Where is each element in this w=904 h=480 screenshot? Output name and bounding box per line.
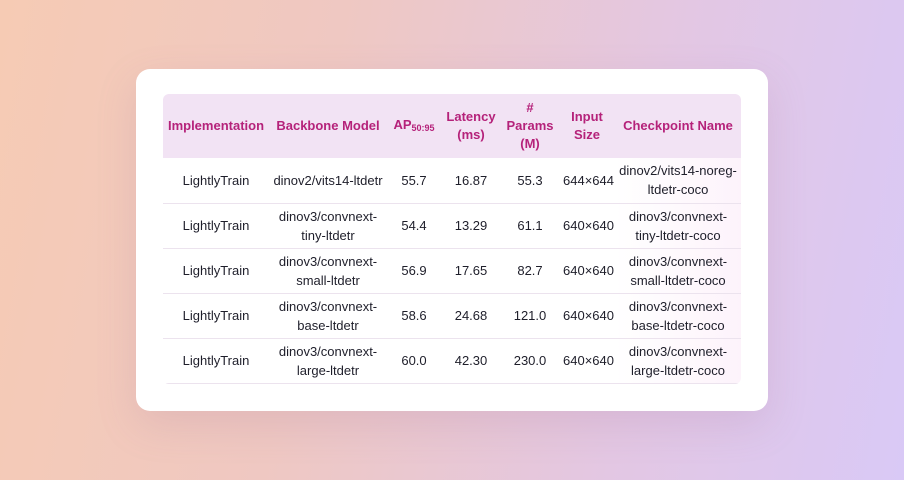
header-input-size: Input Size <box>571 109 603 142</box>
cell-input-size: 644×644 <box>563 172 614 188</box>
cell-params: 61.1 <box>501 202 559 248</box>
table-row: LightlyTrain dinov3/convnext-tiny-ltdetr… <box>163 202 741 248</box>
cell-implementation: LightlyTrain <box>163 337 269 384</box>
cell-backbone: dinov3/convnext-tiny-ltdetr <box>269 202 387 248</box>
cell-implementation: LightlyTrain <box>163 202 269 248</box>
cell-ap: 54.4 <box>387 202 441 248</box>
cell-ap: 55.7 <box>401 172 427 188</box>
cell-params: 121.0 <box>501 292 559 338</box>
header-params: # Params (M) <box>506 100 554 151</box>
table-container: Implementation Backbone Model AP50:95 La… <box>163 94 741 384</box>
table-header: Implementation Backbone Model AP50:95 La… <box>163 94 741 158</box>
cell-checkpoint: dinov3/convnext-large-ltdetr-coco <box>615 337 741 384</box>
cell-backbone: dinov2/vits14-ltdetr <box>273 172 383 188</box>
cell-latency: 16.87 <box>454 172 488 188</box>
cell-ap: 58.6 <box>387 292 441 338</box>
cell-checkpoint: dinov3/convnext-base-ltdetr-coco <box>615 292 741 338</box>
header-ap-subscript: 50:95 <box>411 122 435 133</box>
header-implementation: Implementation <box>167 118 265 133</box>
benchmark-table: Implementation Backbone Model AP50:95 La… <box>163 94 741 384</box>
cell-input-size: 640×640 <box>559 292 615 338</box>
cell-implementation: LightlyTrain <box>182 172 250 188</box>
cell-checkpoint: dinov3/convnext-small-ltdetr-coco <box>615 247 741 293</box>
cell-checkpoint: dinov3/convnext-tiny-ltdetr-coco <box>615 202 741 248</box>
cell-implementation: LightlyTrain <box>163 292 269 338</box>
table-row: LightlyTrain dinov2/vits14-ltdetr 55.7 1… <box>163 158 741 203</box>
cell-checkpoint: dinov2/vits14-noreg-ltdetr-coco <box>615 158 741 203</box>
cell-latency: 13.29 <box>441 202 501 248</box>
cell-params: 55.3 <box>517 172 543 188</box>
cell-input-size: 640×640 <box>559 202 615 248</box>
header-backbone: Backbone Model <box>276 118 380 133</box>
header-row: Implementation Backbone Model AP50:95 La… <box>163 94 741 158</box>
cell-input-size: 640×640 <box>559 247 615 293</box>
cell-backbone: dinov3/convnext-large-ltdetr <box>269 337 387 384</box>
header-ap: AP50:95 <box>387 94 441 158</box>
table-body: LightlyTrain dinov2/vits14-ltdetr 55.7 1… <box>163 158 741 384</box>
cell-ap: 56.9 <box>387 247 441 293</box>
table-row: LightlyTrain dinov3/convnext-small-ltdet… <box>163 247 741 293</box>
table-row: LightlyTrain dinov3/convnext-base-ltdetr… <box>163 292 741 338</box>
cell-backbone: dinov3/convnext-small-ltdetr <box>269 247 387 293</box>
cell-ap: 60.0 <box>387 337 441 384</box>
cell-latency: 42.30 <box>441 337 501 384</box>
cell-latency: 17.65 <box>441 247 501 293</box>
cell-input-size: 640×640 <box>559 337 615 384</box>
cell-implementation: LightlyTrain <box>163 247 269 293</box>
table-card: Implementation Backbone Model AP50:95 La… <box>136 69 768 411</box>
cell-latency: 24.68 <box>441 292 501 338</box>
header-latency: Latency (ms) <box>446 109 496 142</box>
header-checkpoint: Checkpoint Name <box>623 118 733 133</box>
header-ap-label: AP <box>393 116 412 132</box>
table-row: LightlyTrain dinov3/convnext-large-ltdet… <box>163 337 741 384</box>
cell-params: 230.0 <box>501 337 559 384</box>
cell-backbone: dinov3/convnext-base-ltdetr <box>269 292 387 338</box>
cell-params: 82.7 <box>501 247 559 293</box>
